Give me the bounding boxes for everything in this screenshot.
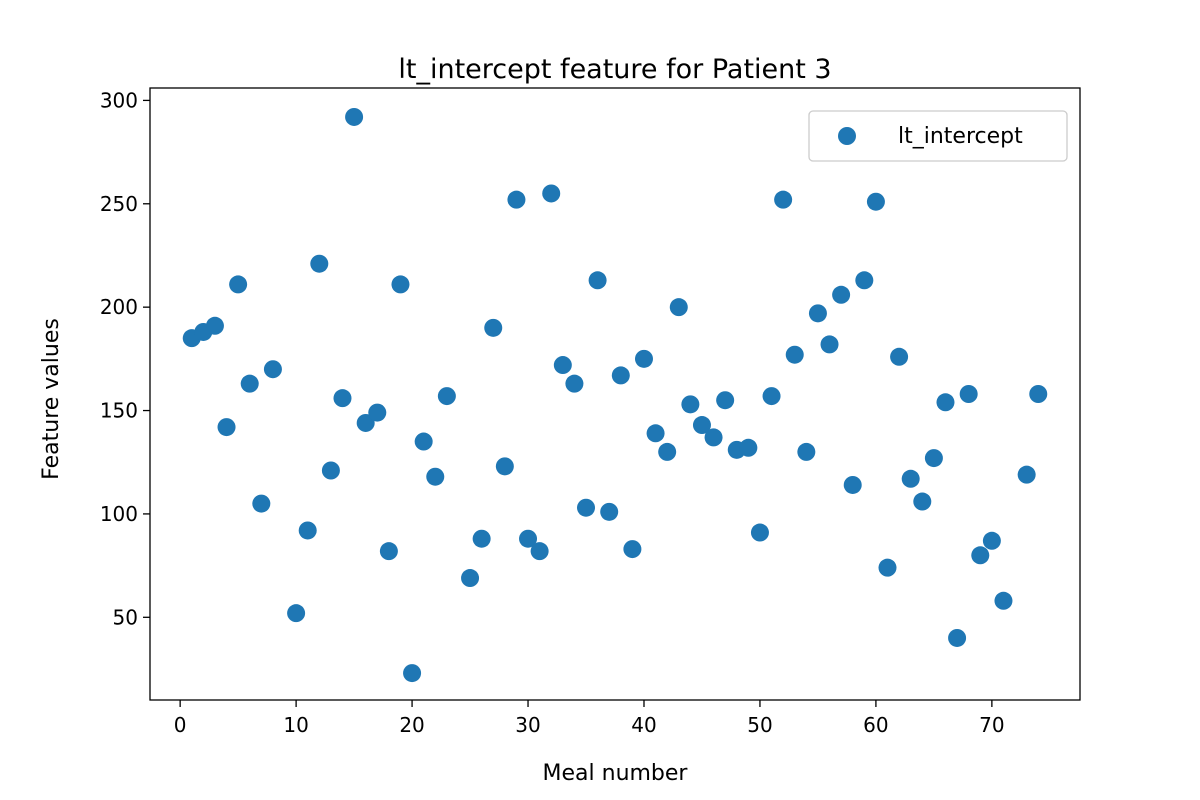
- plot-background: [150, 88, 1080, 700]
- data-point: [774, 190, 793, 209]
- data-point: [658, 442, 677, 461]
- data-point: [356, 413, 375, 432]
- x-axis-label: Meal number: [543, 761, 689, 786]
- data-point: [403, 664, 422, 683]
- x-tick-label: 20: [399, 713, 424, 737]
- data-point: [495, 457, 514, 476]
- data-point: [252, 494, 271, 513]
- data-point: [797, 442, 816, 461]
- data-point: [240, 374, 259, 393]
- y-tick-label: 200: [100, 295, 138, 319]
- data-point: [866, 192, 885, 211]
- data-point: [739, 438, 758, 457]
- data-points: [182, 107, 1048, 683]
- data-point: [553, 356, 572, 375]
- data-point: [901, 469, 920, 488]
- data-point: [994, 591, 1013, 610]
- data-point: [936, 393, 955, 412]
- data-point: [565, 374, 584, 393]
- plot-frame: [149, 87, 1081, 701]
- data-point: [263, 360, 282, 379]
- data-point: [716, 391, 735, 410]
- data-point: [229, 275, 248, 294]
- legend-box: [808, 110, 1068, 162]
- data-point: [623, 540, 642, 559]
- data-point: [959, 385, 978, 403]
- x-tick-label: 50: [747, 713, 772, 737]
- y-tick-label: 300: [100, 88, 138, 112]
- data-point: [1017, 465, 1036, 484]
- y-tick-label: 100: [100, 502, 138, 526]
- data-point: [948, 628, 967, 647]
- data-point: [577, 498, 596, 517]
- data-point: [484, 318, 503, 337]
- data-point: [808, 304, 827, 323]
- data-point: [1029, 385, 1048, 403]
- data-point: [681, 395, 700, 414]
- data-point: [704, 428, 723, 447]
- data-point: [971, 546, 990, 565]
- data-point: [669, 298, 688, 317]
- legend: lt_intercept: [808, 110, 1068, 162]
- data-point: [379, 542, 398, 561]
- x-tick-label: 10: [283, 713, 308, 737]
- data-point: [924, 449, 943, 468]
- y-axis-label: Feature values: [39, 318, 64, 480]
- data-point: [843, 475, 862, 494]
- y-tick-label: 150: [100, 399, 138, 423]
- data-point: [832, 285, 851, 304]
- data-point: [878, 558, 897, 577]
- data-point: [472, 529, 491, 548]
- y-tick-label: 50: [113, 605, 138, 629]
- data-point: [345, 107, 364, 126]
- data-point: [750, 523, 769, 542]
- data-point: [507, 190, 526, 209]
- data-point: [437, 387, 456, 406]
- data-point: [634, 349, 653, 368]
- data-point: [298, 521, 317, 540]
- data-point: [600, 502, 619, 521]
- data-point: [785, 345, 804, 364]
- data-point: [611, 366, 630, 385]
- x-tick-label: 70: [979, 713, 1004, 737]
- data-point: [519, 529, 538, 548]
- x-tick-label: 30: [515, 713, 540, 737]
- data-point: [646, 424, 665, 443]
- data-point: [368, 403, 387, 422]
- data-point: [820, 335, 839, 354]
- x-tick-label: 0: [174, 713, 187, 737]
- legend-label: lt_intercept: [898, 124, 1023, 149]
- data-point: [287, 604, 306, 623]
- data-point: [333, 389, 352, 408]
- x-tick-label: 60: [863, 713, 888, 737]
- y-axis-ticks: 50 100 150 200 250 300: [100, 88, 150, 629]
- data-point: [762, 387, 781, 406]
- data-point: [391, 275, 410, 294]
- data-point: [414, 432, 433, 451]
- data-point: [530, 542, 549, 561]
- x-axis-ticks: 0 10 20 30 40 50 60 70: [174, 700, 1005, 737]
- data-point: [217, 418, 236, 437]
- data-point: [426, 467, 445, 486]
- data-point: [913, 492, 932, 511]
- chart-title: lt_intercept feature for Patient 3: [398, 54, 831, 85]
- data-point: [542, 184, 561, 203]
- data-point: [890, 347, 909, 366]
- data-point: [588, 271, 607, 290]
- data-point: [692, 416, 711, 435]
- data-point: [982, 531, 1001, 550]
- y-tick-label: 250: [100, 192, 138, 216]
- x-tick-label: 40: [631, 713, 656, 737]
- data-point: [321, 461, 340, 480]
- data-point: [205, 316, 224, 335]
- plot-area: [150, 88, 1080, 700]
- data-point: [855, 271, 874, 290]
- data-point: [310, 254, 329, 273]
- data-point: [461, 569, 480, 588]
- legend-marker: [838, 127, 856, 145]
